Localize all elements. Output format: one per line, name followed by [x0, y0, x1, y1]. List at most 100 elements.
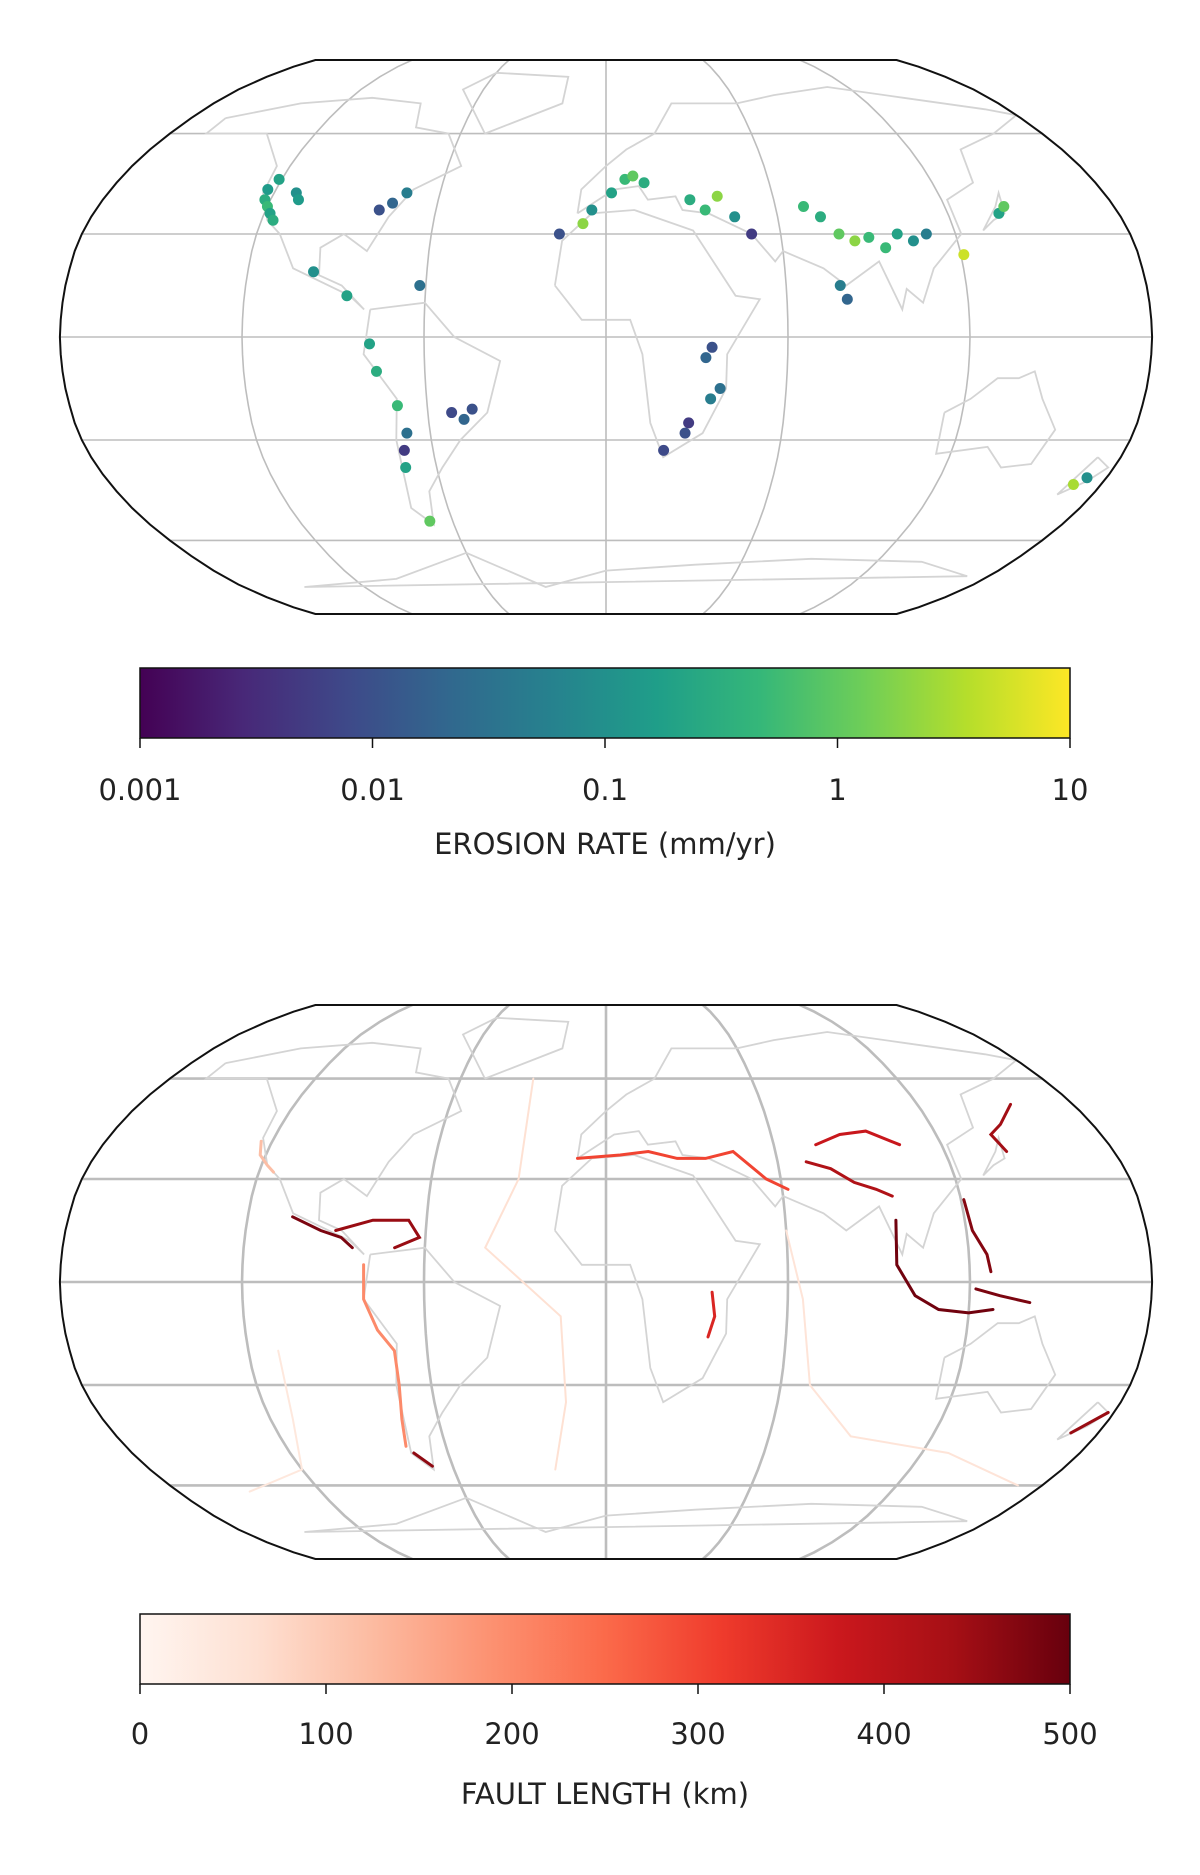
erosion-point — [1067, 478, 1079, 490]
fault — [258, 1139, 275, 1174]
coastline — [576, 86, 1019, 313]
colorbar-tick-label: 300 — [670, 1717, 725, 1751]
colorbar-tick-label: 0.001 — [98, 773, 181, 807]
erosion-point — [398, 444, 410, 456]
erosion-point — [658, 444, 670, 456]
fault — [291, 1215, 354, 1250]
erosion-point — [586, 204, 598, 216]
erosion-point — [705, 393, 717, 405]
erosion-point — [706, 341, 718, 353]
fault — [988, 1102, 1012, 1153]
erosion-point — [746, 228, 758, 240]
colorbar-tick-label: 200 — [484, 1717, 539, 1751]
erosion-point — [833, 228, 845, 240]
coastline — [934, 1315, 1057, 1414]
erosion-point — [814, 211, 826, 223]
erosion-point — [638, 177, 650, 189]
map — [59, 60, 1153, 614]
fault — [804, 1160, 894, 1198]
erosion-point — [699, 204, 711, 216]
coastline — [304, 1496, 968, 1533]
colorbar-tick-label: 500 — [1042, 1717, 1097, 1751]
colorbar-tick-label: 0 — [131, 1717, 149, 1751]
coastline — [461, 71, 570, 135]
fault — [248, 1349, 304, 1493]
erosion-point — [880, 242, 892, 254]
erosion-point — [262, 184, 274, 196]
erosion-point — [700, 352, 712, 364]
erosion-point — [401, 427, 413, 439]
erosion-point — [553, 228, 565, 240]
erosion-point — [863, 231, 875, 243]
erosion-point — [714, 383, 726, 395]
coastline — [554, 209, 762, 459]
erosion-point — [849, 235, 861, 247]
colorbar-tick-label: 10 — [1052, 773, 1089, 807]
fault — [974, 1287, 1032, 1305]
fault — [576, 1149, 790, 1191]
erosion-point — [273, 173, 285, 185]
colorbar-label: EROSION RATE (mm/yr) — [434, 827, 776, 861]
erosion-point — [414, 279, 426, 291]
fault — [1069, 1411, 1110, 1435]
erosion-point — [371, 365, 383, 377]
colorbar-tick-label: 100 — [298, 1717, 353, 1751]
erosion-point — [373, 204, 385, 216]
erosion-point — [292, 194, 304, 206]
erosion-point — [711, 190, 723, 202]
erosion-point — [364, 338, 376, 350]
fault — [334, 1218, 422, 1250]
fault — [362, 1263, 408, 1448]
map-outline — [58, 1004, 1154, 1560]
coastline — [304, 551, 968, 588]
erosion-point — [729, 211, 741, 223]
erosion-point — [458, 413, 470, 425]
colorbar-tick-label: 1 — [828, 773, 846, 807]
coastline — [362, 1246, 502, 1472]
erosion-point — [920, 228, 932, 240]
fault — [706, 1290, 717, 1339]
erosion-point — [841, 293, 853, 305]
map-outline — [58, 59, 1154, 615]
erosion-point — [627, 170, 639, 182]
map — [59, 1005, 1153, 1559]
fault — [894, 1218, 995, 1315]
colorbar — [139, 667, 1071, 739]
erosion-point — [401, 187, 413, 199]
coastline — [576, 1031, 1019, 1258]
colorbar-label: FAULT LENGTH (km) — [461, 1777, 749, 1811]
colorbar — [139, 1613, 1071, 1685]
erosion-point — [341, 290, 353, 302]
erosion-point — [679, 427, 691, 439]
erosion-point — [684, 194, 696, 206]
erosion-point — [797, 201, 809, 213]
erosion-point — [958, 249, 970, 261]
colorbar-tick-label: 400 — [856, 1717, 911, 1751]
coastline — [934, 370, 1057, 469]
fault — [962, 1198, 993, 1274]
erosion-point — [606, 187, 618, 199]
erosion-point — [400, 461, 412, 473]
erosion-point — [834, 279, 846, 291]
coastline — [203, 1041, 463, 1256]
erosion-point — [308, 266, 320, 278]
fault — [785, 1229, 1019, 1487]
colorbar-tick-label: 0.1 — [582, 773, 628, 807]
erosion-point — [267, 214, 279, 226]
erosion-point — [387, 197, 399, 209]
erosion-point — [577, 218, 589, 230]
fault — [412, 1451, 434, 1468]
fault — [814, 1129, 902, 1147]
erosion-point — [683, 417, 695, 429]
erosion-point — [891, 228, 903, 240]
erosion-point — [998, 201, 1010, 213]
erosion-point — [424, 515, 436, 527]
erosion-point — [446, 407, 458, 419]
erosion-point — [907, 235, 919, 247]
coastline — [1056, 1401, 1110, 1441]
coastline — [461, 1016, 570, 1080]
erosion-point — [466, 403, 478, 415]
colorbar-tick-label: 0.01 — [340, 773, 405, 807]
fault — [483, 1077, 568, 1471]
